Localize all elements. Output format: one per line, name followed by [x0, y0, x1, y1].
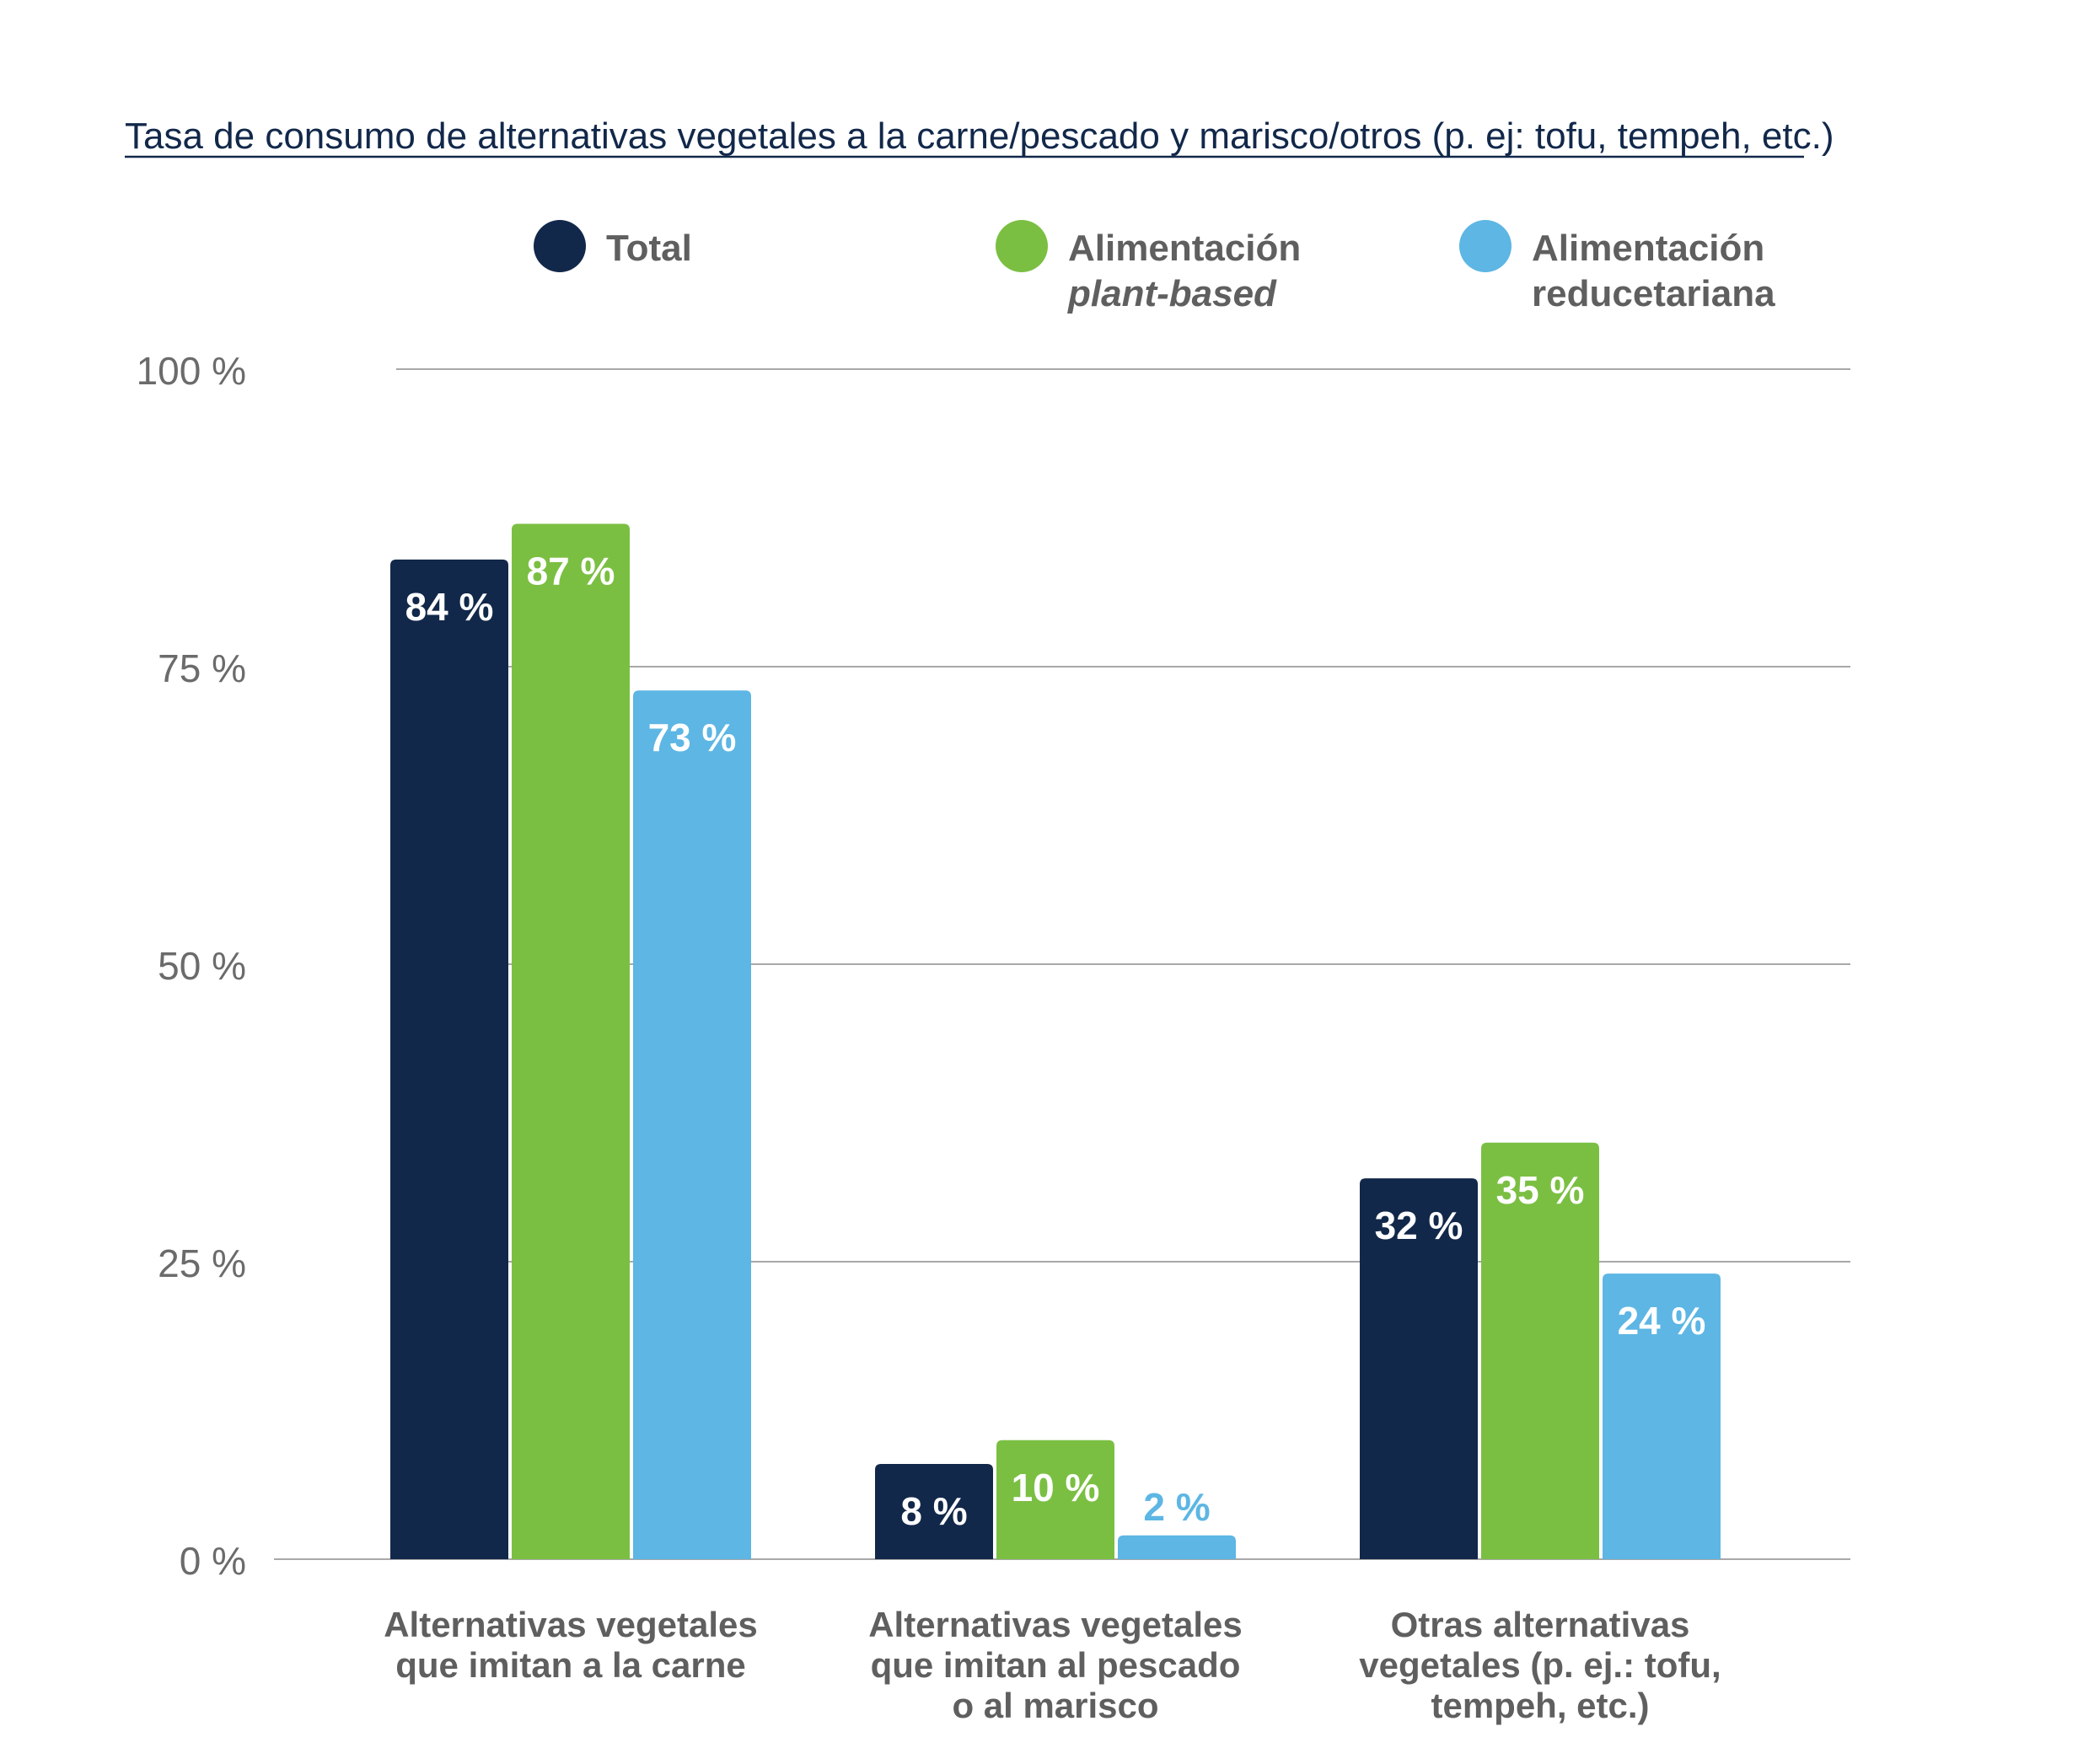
bar-value-label: 10 % — [1012, 1466, 1100, 1509]
bar-value-label: 84 % — [405, 585, 494, 629]
bar-group: 8 % 10 % 2 % — [875, 1440, 1236, 1559]
bar — [1118, 1535, 1236, 1559]
legend-swatch — [534, 220, 586, 272]
bar — [1603, 1273, 1721, 1559]
bar-value-label: 35 % — [1496, 1168, 1585, 1212]
x-axis: Alternativas vegetales que imitan a la ca… — [384, 1605, 1721, 1725]
bar-value-label: 2 % — [1143, 1485, 1210, 1529]
bar-value-label: 32 % — [1375, 1204, 1463, 1247]
chart-title: Tasa de consumo de alternativas vegetale… — [125, 115, 1834, 157]
chart-title-group: Tasa de consumo de alternativas vegetale… — [125, 115, 1834, 158]
bar-value-label: 8 % — [900, 1489, 967, 1533]
legend-item: Alimentación plant-based — [996, 220, 1301, 314]
bar-group: 32 % 35 % 24 % — [1360, 1142, 1721, 1559]
bar-group: 84 % 87 % 73 % — [390, 523, 751, 1560]
bar — [390, 559, 508, 1560]
x-category-label: Otras alternativas vegetales (p. ej.: tof… — [1359, 1605, 1721, 1725]
bars: 84 % 87 % 73 % 8 % 10 % 2 % 32 % 35 % 24 % — [390, 523, 1721, 1560]
legend-label: Alimentación plant-based — [1067, 228, 1301, 314]
y-tick-label: 100 % — [137, 349, 246, 393]
legend-swatch — [996, 220, 1048, 272]
bar-value-label: 24 % — [1618, 1299, 1706, 1343]
bar-value-label: 73 % — [648, 716, 737, 759]
bar — [875, 1464, 993, 1559]
bar-value-label: 87 % — [527, 550, 615, 593]
bar — [512, 523, 630, 1559]
bar — [633, 690, 751, 1559]
legend-swatch — [1459, 220, 1512, 272]
legend: Total Alimentación plant-based Alimentación… — [534, 220, 1775, 314]
y-tick-label: 75 % — [158, 646, 246, 690]
x-category-label: Alternativas vegetales que imitan a la ca… — [384, 1605, 758, 1685]
bar — [996, 1440, 1114, 1559]
legend-item: Alimentación reducetariana — [1459, 220, 1775, 314]
bar — [1481, 1142, 1599, 1559]
y-tick-label: 25 % — [158, 1241, 246, 1285]
legend-item: Total — [534, 220, 692, 272]
legend-label: Total — [606, 228, 692, 269]
y-axis: 0 % 25 % 50 % 75 % 100 % — [137, 349, 246, 1583]
y-tick-label: 0 % — [180, 1539, 246, 1583]
y-tick-label: 50 % — [158, 944, 246, 988]
legend-label: Alimentación reducetariana — [1532, 228, 1775, 314]
x-category-label: Alternativas vegetales que imitan al pesc… — [868, 1605, 1243, 1725]
bar — [1360, 1178, 1478, 1559]
